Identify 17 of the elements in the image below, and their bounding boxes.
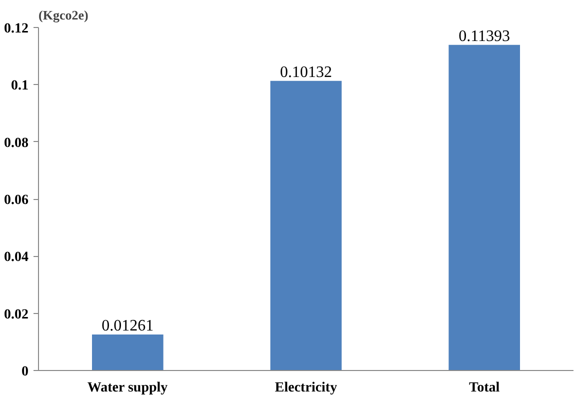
x-tick-label: Water supply [87,380,168,396]
data-label: 0.11393 [458,28,510,45]
data-label: 0.01261 [102,317,154,334]
y-tick-label: 0.1 [11,78,28,94]
y-tick-label: 0.04 [4,250,28,266]
y-tick-label: 0.12 [4,22,28,36]
bar [92,334,164,370]
x-tick-label: Total [469,380,500,396]
y-tick-label: 0 [22,364,28,380]
x-tick-label: Electricity [274,380,338,396]
bar [270,80,342,370]
bar [448,44,520,370]
y-axis-title: (Kgco2e) [38,8,88,22]
y-tick-label: 0.02 [4,307,28,322]
y-tick-label: 0.08 [4,136,28,151]
data-label: 0.10132 [280,64,332,81]
y-tick-label: 0.06 [4,193,28,208]
